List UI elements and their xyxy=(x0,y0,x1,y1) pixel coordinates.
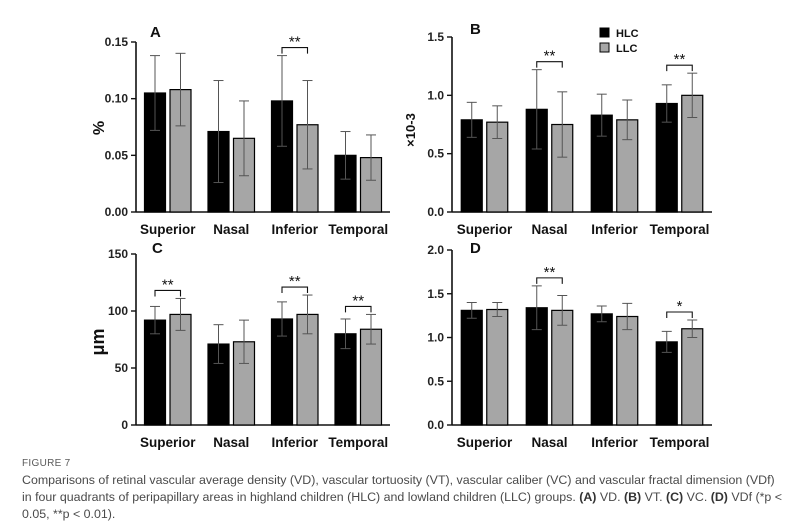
panel-d-significance-label: ** xyxy=(544,264,556,281)
panel-b-category-label-superior: Superior xyxy=(457,222,513,237)
panel-d-bar-hlc-temporal xyxy=(655,341,678,426)
panel-a-ytick-label: 0.15 xyxy=(105,35,129,49)
panel-c-category-label-temporal: Temporal xyxy=(328,435,388,450)
panel-a-letter: A xyxy=(150,24,161,41)
panel-d-bar-hlc-superior xyxy=(460,309,483,426)
panel-b-category-label-temporal: Temporal xyxy=(650,222,710,237)
panel-d-ytick-label: 0.0 xyxy=(427,418,444,432)
panel-c-ytick-label: 150 xyxy=(108,247,128,261)
panel-b-category-label-nasal: Nasal xyxy=(531,222,567,237)
panel-c-significance-bracket-temporal xyxy=(344,305,372,313)
caption-ref-c: (C) xyxy=(665,490,684,504)
panel-c-ytick-label: 0 xyxy=(121,418,128,432)
panel-b-significance-label: ** xyxy=(544,48,556,65)
panel-a-ytick-label: 0.10 xyxy=(105,92,129,106)
panel-c-letter: C xyxy=(152,240,163,257)
panel-d-significance-bracket-nasal xyxy=(536,277,563,284)
panel-d-bar-hlc-inferior xyxy=(590,313,613,426)
panel-d-significance-label: * xyxy=(677,298,683,315)
caption-d-text: VDf (*p < 0.05, **p < 0.01). xyxy=(22,490,782,521)
legend-swatch-llc xyxy=(599,42,610,53)
caption-c-text: VC. xyxy=(683,490,711,504)
legend-label-llc: LLC xyxy=(616,43,637,55)
panel-d-bar-llc-inferior xyxy=(616,315,639,426)
caption-ref-b: (B) xyxy=(623,490,642,504)
panel-d-letter: D xyxy=(470,240,481,257)
panel-a-significance-label: ** xyxy=(289,34,301,51)
caption-ref-a: (A) xyxy=(579,490,597,504)
panel-b-category-label-inferior: Inferior xyxy=(591,222,638,237)
panel-a-category-label-nasal: Nasal xyxy=(213,222,249,237)
caption-b-text: VT. xyxy=(641,490,666,504)
panel-b-ytick-label: 1.5 xyxy=(427,30,444,44)
panel-b-ylabel: ×10-3 xyxy=(403,113,418,147)
panel-d-ytick-label: 2.0 xyxy=(427,243,444,257)
legend-swatch-hlc xyxy=(599,27,610,38)
panel-d-ytick-label: 0.5 xyxy=(427,374,444,388)
panel-c-bar-llc-superior xyxy=(169,313,192,426)
figure-label: FIGURE 7 xyxy=(22,458,71,469)
figure-panels: 0.00 0.05 0.10 0.15 Superior Nasal Inferior Tem… xyxy=(88,21,712,450)
panel-c-significance-label: ** xyxy=(352,292,364,309)
caption: FIGURE 7 Comparisons of retinal vascular… xyxy=(22,458,782,523)
caption-line2: quadrants of peripapillary areas in high… xyxy=(59,490,580,504)
panel-d-bar-llc-nasal xyxy=(551,309,574,426)
panel-d-category-label-superior: Superior xyxy=(457,435,513,450)
panel-d-category-label-nasal: Nasal xyxy=(531,435,567,450)
panel-a-category-label-superior: Superior xyxy=(140,222,196,237)
panel-a-significance-bracket-inferior xyxy=(281,47,309,54)
panel-d-bar-llc-temporal xyxy=(681,328,704,426)
panel-c-category-label-nasal: Nasal xyxy=(213,435,249,450)
panel-c-ytick-label: 50 xyxy=(115,361,129,375)
caption-a-text: VD. xyxy=(596,490,624,504)
panel-a-ytick-label: 0.05 xyxy=(105,148,129,162)
panel-d-category-label-temporal: Temporal xyxy=(650,435,710,450)
panel-d-significance-bracket-temporal xyxy=(666,311,693,318)
legend-label-hlc: HLC xyxy=(616,28,639,40)
panel-d-category-label-inferior: Inferior xyxy=(591,435,638,450)
panel-b-significance-label: ** xyxy=(674,51,686,68)
panel-b-significance-bracket-temporal xyxy=(666,64,693,72)
panel-b-ytick-label: 0.5 xyxy=(427,147,444,161)
panel-a-ylabel: % xyxy=(89,121,106,135)
caption-ref-d: (D) xyxy=(710,490,728,504)
panel-a-category-label-temporal: Temporal xyxy=(328,222,388,237)
panel-c-significance-bracket-inferior xyxy=(281,286,309,294)
panel-b-ytick-label: 1.0 xyxy=(427,88,444,102)
panel-c-ylabel: μm xyxy=(88,328,108,355)
panel-d-ytick-label: 1.5 xyxy=(427,287,444,301)
panel-a-ytick-label: 0.00 xyxy=(105,205,129,219)
panel-a-category-label-inferior: Inferior xyxy=(271,222,318,237)
panel-c-significance-label: ** xyxy=(289,273,301,290)
panel-b-letter: B xyxy=(470,21,481,38)
panel-b-ytick-label: 0.0 xyxy=(427,205,444,219)
caption-text: Comparisons of retinal vascular average … xyxy=(22,472,782,523)
panel-c-bar-hlc-superior xyxy=(143,319,167,426)
panel-c-significance-bracket-superior xyxy=(154,289,182,297)
caption-line1: Comparisons of retinal vascular average … xyxy=(22,473,775,504)
panel-c-ytick-label: 100 xyxy=(108,304,128,318)
panel-b-significance-bracket-nasal xyxy=(536,61,563,68)
panel-c-category-label-superior: Superior xyxy=(140,435,196,450)
panel-d-ytick-label: 1.0 xyxy=(427,331,444,345)
panel-c-category-label-inferior: Inferior xyxy=(271,435,318,450)
panel-c-significance-label: ** xyxy=(162,276,174,293)
panel-d-bar-llc-superior xyxy=(486,308,509,426)
